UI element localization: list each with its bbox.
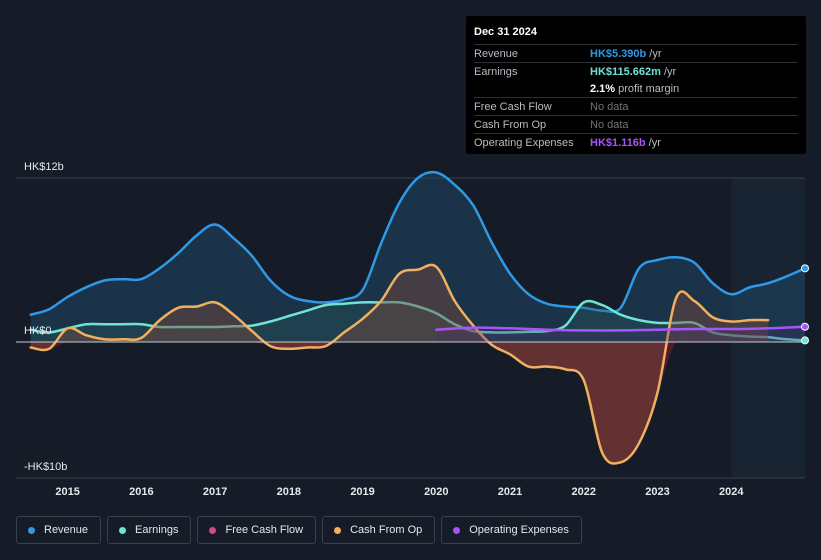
tooltip-value: HK$5.390b — [590, 47, 647, 60]
tooltip-row-opex: Operating Expenses HK$1.116b /yr — [474, 134, 798, 151]
legend-item-free-cash-flow[interactable]: Free Cash Flow — [197, 516, 317, 544]
x-tick-label: 2024 — [719, 486, 744, 498]
series-layer — [29, 170, 807, 465]
area-operating-expenses — [436, 326, 805, 342]
line-revenue — [29, 170, 807, 316]
tooltip-row-fcf: Free Cash Flow No data — [474, 98, 798, 116]
end-markers — [801, 264, 809, 345]
area-earnings — [30, 301, 805, 342]
x-tick-label: 2023 — [645, 486, 669, 498]
tooltip-row-cfo: Cash From Op No data — [474, 116, 798, 134]
tooltip-value: HK$115.662m — [590, 65, 661, 78]
operating-expenses-dot-icon — [453, 526, 461, 534]
tooltip-unit: /yr — [649, 47, 662, 60]
earnings-dot-icon — [119, 526, 127, 534]
legend: Revenue Earnings Free Cash Flow Cash Fro… — [16, 516, 582, 546]
x-tick-label: 2015 — [55, 486, 79, 498]
area-cash-from-op-negative — [30, 338, 769, 464]
tooltip-row-earnings: Earnings HK$115.662m /yr — [474, 63, 798, 80]
line-operating-expenses — [435, 325, 807, 332]
y-label-bottom: -HK$10b — [24, 461, 67, 473]
x-tick-label: 2017 — [203, 486, 227, 498]
x-tick-label: 2020 — [424, 486, 448, 498]
area-cash-from-op — [30, 264, 769, 464]
legend-item-revenue[interactable]: Revenue — [16, 516, 102, 544]
end-marker-earnings — [801, 336, 809, 345]
tooltip-value: No data — [590, 118, 629, 131]
y-label-top: HK$12b — [24, 161, 64, 173]
tooltip-key: Operating Expenses — [474, 136, 574, 149]
tooltip-unit: profit margin — [618, 82, 680, 95]
x-tick-label: 2021 — [498, 486, 522, 498]
line-earnings — [29, 299, 807, 342]
legend-item-earnings[interactable]: Earnings — [107, 516, 192, 544]
tooltip-value: HK$1.116b — [590, 136, 646, 149]
legend-label: Cash From Op — [350, 524, 423, 536]
tooltip-date: Dec 31 2024 — [474, 24, 798, 45]
end-marker-revenue — [801, 264, 809, 273]
free-cash-flow-dot-icon — [209, 526, 217, 534]
area-revenue — [30, 172, 805, 342]
tooltip: Dec 31 2024 Revenue HK$5.390b /yr Earnin… — [466, 16, 806, 154]
x-tick-label: 2022 — [572, 486, 596, 498]
line-cash-from-op — [29, 263, 770, 465]
tooltip-row-revenue: Revenue HK$5.390b /yr — [474, 45, 798, 63]
end-marker-operating-expenses — [801, 322, 809, 331]
legend-label: Revenue — [44, 524, 89, 536]
legend-label: Earnings — [135, 524, 179, 536]
tooltip-row-margin: 2.1% profit margin — [474, 80, 798, 98]
tooltip-value: 2.1% — [590, 82, 616, 95]
legend-label: Free Cash Flow — [225, 524, 304, 536]
cash-from-op-dot-icon — [334, 526, 342, 534]
tooltip-unit: /yr — [648, 136, 661, 149]
legend-label: Operating Expenses — [469, 524, 569, 536]
y-label-zero: HK$0 — [24, 325, 52, 337]
revenue-dot-icon — [28, 526, 35, 534]
tooltip-key: Earnings — [474, 65, 518, 78]
x-axis-ticks: 2015 2016 2017 2018 2019 2020 2021 2022 2023 2024 — [55, 486, 744, 498]
x-tick-label: 2018 — [277, 486, 301, 498]
tooltip-key: Cash From Op — [474, 118, 547, 131]
legend-item-operating-expenses[interactable]: Operating Expenses — [441, 516, 582, 544]
tooltip-key: Revenue — [474, 47, 519, 60]
x-tick-label: 2016 — [129, 486, 153, 498]
legend-item-cash-from-op[interactable]: Cash From Op — [322, 516, 436, 544]
tooltip-unit: /yr — [663, 65, 677, 78]
tooltip-value: No data — [590, 100, 629, 113]
tooltip-key: Free Cash Flow — [474, 100, 552, 113]
x-tick-label: 2019 — [350, 486, 374, 498]
